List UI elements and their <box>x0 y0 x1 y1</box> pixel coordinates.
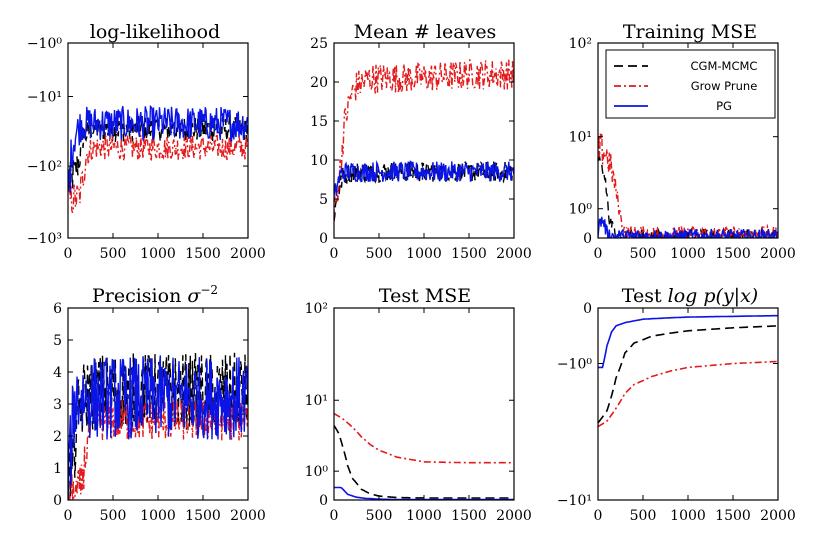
ytick-label-trainmse-1: 10⁰ <box>569 202 593 218</box>
xtick-label-loglik-2: 1000 <box>140 246 176 262</box>
ytick-label-testmse-3: 10² <box>305 301 328 317</box>
ytick-label-trainmse-0: 0 <box>583 231 592 247</box>
legend-label-pg: PG <box>716 99 732 113</box>
ytick-label-loglik-1: −10¹ <box>27 89 62 105</box>
ytick-label-testmse-2: 10¹ <box>305 393 328 409</box>
series-testmse-grow-prune <box>334 412 514 464</box>
ytick-label-loglik-2: −10² <box>27 159 62 175</box>
series-leaves-grow-prune <box>334 58 514 218</box>
series-loglik-grow-prune <box>68 134 248 213</box>
panel-testlogp: 0 500 1000 1500 2000 0 −10⁰ −10¹ <box>557 301 796 524</box>
xtick-label-loglik-1: 500 <box>100 246 127 262</box>
series-leaves-pg <box>334 159 514 196</box>
series-group-loglik <box>68 104 248 213</box>
title-precision-sup: −2 <box>200 283 218 297</box>
ytick-label-testmse-0: 0 <box>319 493 328 509</box>
xtick-label-testlogp-3: 1500 <box>715 508 751 524</box>
xtick-label-testlogp-0: 0 <box>594 508 603 524</box>
series-precision-pg <box>68 355 248 500</box>
xtick-label-leaves-0: 0 <box>330 246 339 262</box>
xtick-label-testmse-4: 2000 <box>496 508 532 524</box>
xtick-label-loglik-4: 2000 <box>230 246 266 262</box>
xtick-label-testlogp-4: 2000 <box>760 508 796 524</box>
xtick-label-precision-3: 1500 <box>185 508 221 524</box>
ytick-label-leaves-2: 10 <box>310 153 328 169</box>
xtick-label-leaves-4: 2000 <box>496 246 532 262</box>
title-loglik: log-likelihood <box>90 21 220 43</box>
xtick-label-testmse-1: 500 <box>366 508 393 524</box>
ytick-label-trainmse-2: 10¹ <box>569 130 592 146</box>
ytick-label-leaves-1: 5 <box>319 192 328 208</box>
xtick-label-trainmse-0: 0 <box>594 246 603 262</box>
xtick-label-precision-0: 0 <box>64 508 73 524</box>
ytick-label-leaves-5: 25 <box>310 36 328 52</box>
title-precision-main: Precision <box>92 285 187 307</box>
title-testlogp-main: Test <box>622 285 668 307</box>
xtick-label-testmse-2: 1000 <box>406 508 442 524</box>
panel-leaves: 0 500 1000 1500 2000 0 5 10 15 20 25 <box>310 36 532 262</box>
ytick-label-loglik-3: −10³ <box>27 231 62 247</box>
xtick-label-testmse-0: 0 <box>330 508 339 524</box>
series-testlogp-grow-prune <box>598 360 778 428</box>
series-group-leaves <box>334 58 514 222</box>
ytick-label-leaves-3: 15 <box>310 114 328 130</box>
series-trainmse-pg <box>598 216 778 238</box>
xtick-label-trainmse-1: 500 <box>630 246 657 262</box>
series-group-testlogp <box>598 314 778 428</box>
ytick-label-trainmse-3: 10² <box>569 36 592 52</box>
xtick-label-trainmse-4: 2000 <box>760 246 796 262</box>
ytick-label-leaves-4: 20 <box>310 75 328 91</box>
ytick-label-precision-6: 6 <box>53 301 62 317</box>
title-trainmse: Training MSE <box>623 21 757 43</box>
xtick-label-trainmse-3: 1500 <box>715 246 751 262</box>
xtick-label-leaves-2: 1000 <box>406 246 442 262</box>
series-group-precision <box>68 352 248 500</box>
plot-area-leaves <box>334 43 514 238</box>
xtick-label-testlogp-1: 500 <box>630 508 657 524</box>
ytick-label-precision-3: 3 <box>53 397 62 413</box>
ytick-label-precision-5: 5 <box>53 333 62 349</box>
ytick-label-testmse-1: 10⁰ <box>305 464 329 480</box>
ytick-label-testlogp-0: 0 <box>583 301 592 317</box>
series-loglik-pg <box>68 104 248 193</box>
ytick-label-precision-1: 1 <box>53 461 62 477</box>
title-testlogp-math: log p(y|x) <box>668 285 759 307</box>
ytick-label-precision-0: 0 <box>53 493 62 509</box>
plot-area-loglik <box>68 43 248 238</box>
legend-label-grow-prune: Grow Prune <box>691 79 758 93</box>
ytick-label-loglik-0: −10⁰ <box>27 36 63 52</box>
xtick-label-leaves-3: 1500 <box>451 246 487 262</box>
title-leaves: Mean # leaves <box>354 21 497 43</box>
title-testmse: Test MSE <box>379 285 471 307</box>
series-testlogp-cgm-mcmc <box>598 325 778 424</box>
panel-precision: 0 500 1000 1500 2000 0 1 2 3 4 5 6 <box>53 301 266 524</box>
ytick-label-precision-4: 4 <box>53 365 62 381</box>
panel-loglik: 0 500 1000 1500 2000 −10⁰ −10¹ −10² −10³ <box>27 36 266 262</box>
xtick-label-precision-2: 1000 <box>140 508 176 524</box>
plot-area-testmse <box>334 308 514 500</box>
xtick-label-testlogp-2: 1000 <box>670 508 706 524</box>
xtick-label-testmse-3: 1500 <box>451 508 487 524</box>
xtick-label-precision-4: 2000 <box>230 508 266 524</box>
xtick-label-leaves-1: 500 <box>366 246 393 262</box>
ytick-label-testlogp-2: −10¹ <box>557 493 592 509</box>
title-precision-math: σ <box>187 285 201 307</box>
ytick-label-testlogp-1: −10⁰ <box>557 357 593 373</box>
plot-area-testlogp <box>598 308 778 500</box>
series-trainmse-grow-prune <box>598 133 778 238</box>
legend-label-cgm-mcmc: CGM-MCMC <box>691 59 758 73</box>
xtick-label-trainmse-2: 1000 <box>670 246 706 262</box>
panel-testmse: 0 500 1000 1500 2000 0 10⁰ 10¹ 10² <box>305 301 532 524</box>
series-testlogp-pg <box>598 314 778 369</box>
xtick-label-loglik-0: 0 <box>64 246 73 262</box>
title-precision: Precision σ−2 <box>92 283 218 307</box>
ytick-label-leaves-0: 0 <box>319 231 328 247</box>
panel-trainmse: 0 500 1000 1500 2000 0 10⁰ 10¹ 10² CGM-MCMC Grow P… <box>569 36 796 262</box>
title-testlogp: Test log p(y|x) <box>622 285 758 307</box>
xtick-label-precision-1: 500 <box>100 508 127 524</box>
ytick-label-precision-2: 2 <box>53 429 62 445</box>
xtick-label-loglik-3: 1500 <box>185 246 221 262</box>
